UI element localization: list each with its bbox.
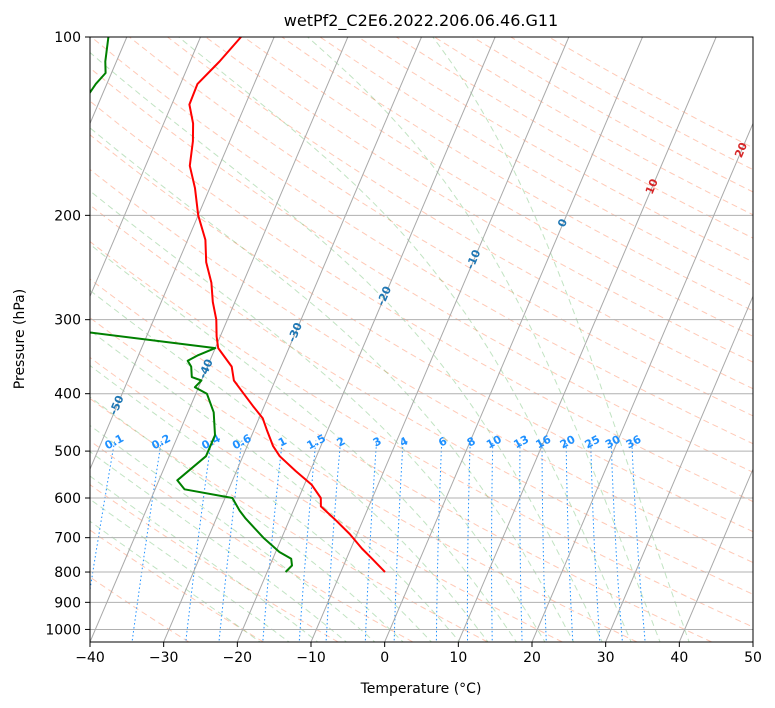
x-tick-label: −20 [223,650,253,666]
mixing-ratio-label: 10 [484,433,504,452]
y-tick-label: 900 [54,595,81,611]
x-tick-label: 0 [380,650,389,666]
x-tick-label: 50 [744,650,762,666]
dry-adiabat [90,241,753,628]
x-tick-label: 10 [449,650,467,666]
dewpoint-profile [90,37,293,573]
mixing-ratio-line [364,440,378,642]
x-tick-label: −30 [149,650,179,666]
dry-adiabat [90,317,638,642]
mixing-ratio-label: 30 [603,433,623,452]
isotherm-gridline [531,122,753,642]
mixing-ratio-line [393,440,404,642]
isotherm-gridline [163,37,422,642]
isotherm-label: 10 [643,177,661,196]
moist-adiabat [90,127,575,642]
isotherm-gridline [384,37,643,642]
plot-area: -100-90-80-70-60-50-40-30-20-10010203040… [90,37,753,642]
mixing-ratio-line [590,440,601,642]
mixing-ratio-line [519,440,523,642]
mixing-ratio-line [491,440,494,642]
dry-adiabat [90,100,753,503]
dry-adiabat [90,37,753,445]
isotherm-gridline [90,37,349,642]
y-tick-label: 800 [54,565,81,581]
dry-adiabat [90,278,712,642]
x-axis-label: Temperature (°C) [360,681,482,697]
isotherm-gridline [90,37,201,298]
dry-adiabat [129,37,753,417]
mixing-ratio-line [325,440,342,642]
x-tick-label: 40 [670,650,688,666]
mixing-ratio-line [262,440,283,642]
chart-title: wetPf2_C2E6.2022.206.06.46.G11 [284,11,558,31]
dry-adiabat [243,37,753,337]
y-axis-label: Pressure (hPa) [12,289,28,389]
mixing-ratio-line [298,440,317,642]
y-tick-label: 100 [54,30,81,46]
x-axis: −40 −30 −20 −10 0 10 20 30 40 50 [75,642,762,666]
mixing-ratio-label: 20 [558,433,578,452]
dry-adiabat [90,529,264,642]
mixing-ratio-label: 16 [534,433,554,452]
isotherm-gridline [310,37,570,642]
y-tick-label: 300 [54,313,81,329]
x-tick-label: −40 [75,650,105,666]
x-tick-label: 30 [597,650,615,666]
y-tick-label: 200 [54,208,81,224]
temperature-profile [188,37,386,573]
x-tick-label: 20 [523,650,541,666]
mixing-ratio-line [565,440,574,642]
moist-adiabat [90,475,319,642]
y-tick-label: 700 [54,531,81,547]
mixing-ratio-label: 25 [583,433,603,452]
y-tick-label: 1000 [45,622,81,638]
mixing-ratio-line [631,440,646,642]
dry-adiabat [90,356,563,642]
mixing-ratio-line [610,440,623,642]
dry-adiabat [90,397,488,642]
moist-adiabat [90,329,461,642]
isotherm-gridline [605,295,753,642]
y-tick-label: 400 [54,387,81,403]
isotherm-gridline [678,467,753,642]
x-tick-label: −10 [296,650,326,666]
mixing-ratio-line [131,440,162,642]
dry-adiabat [281,37,753,312]
y-tick-label: 600 [54,491,81,507]
y-axis: 100 200 300 400 500 600 700 800 900 1000 [45,30,90,638]
mixing-ratio-label: 36 [624,433,644,452]
isotherm-gridline [457,37,717,642]
moist-adiabat [90,364,433,642]
isotherm-gridline [236,37,496,642]
dry-adiabat [90,134,753,533]
dry-adiabat [90,168,753,564]
mixing-ratio-line [185,440,212,642]
plot-frame [89,36,754,643]
mixing-ratio-line [218,440,243,642]
moist-adiabat [90,51,603,642]
isotherm-label: 20 [732,140,750,159]
mixing-ratio-line [541,440,547,642]
mixing-ratio-line [435,440,443,642]
mixing-ratio-label: 13 [511,433,531,452]
y-tick-label: 500 [54,444,81,460]
dry-adiabat [90,204,753,595]
